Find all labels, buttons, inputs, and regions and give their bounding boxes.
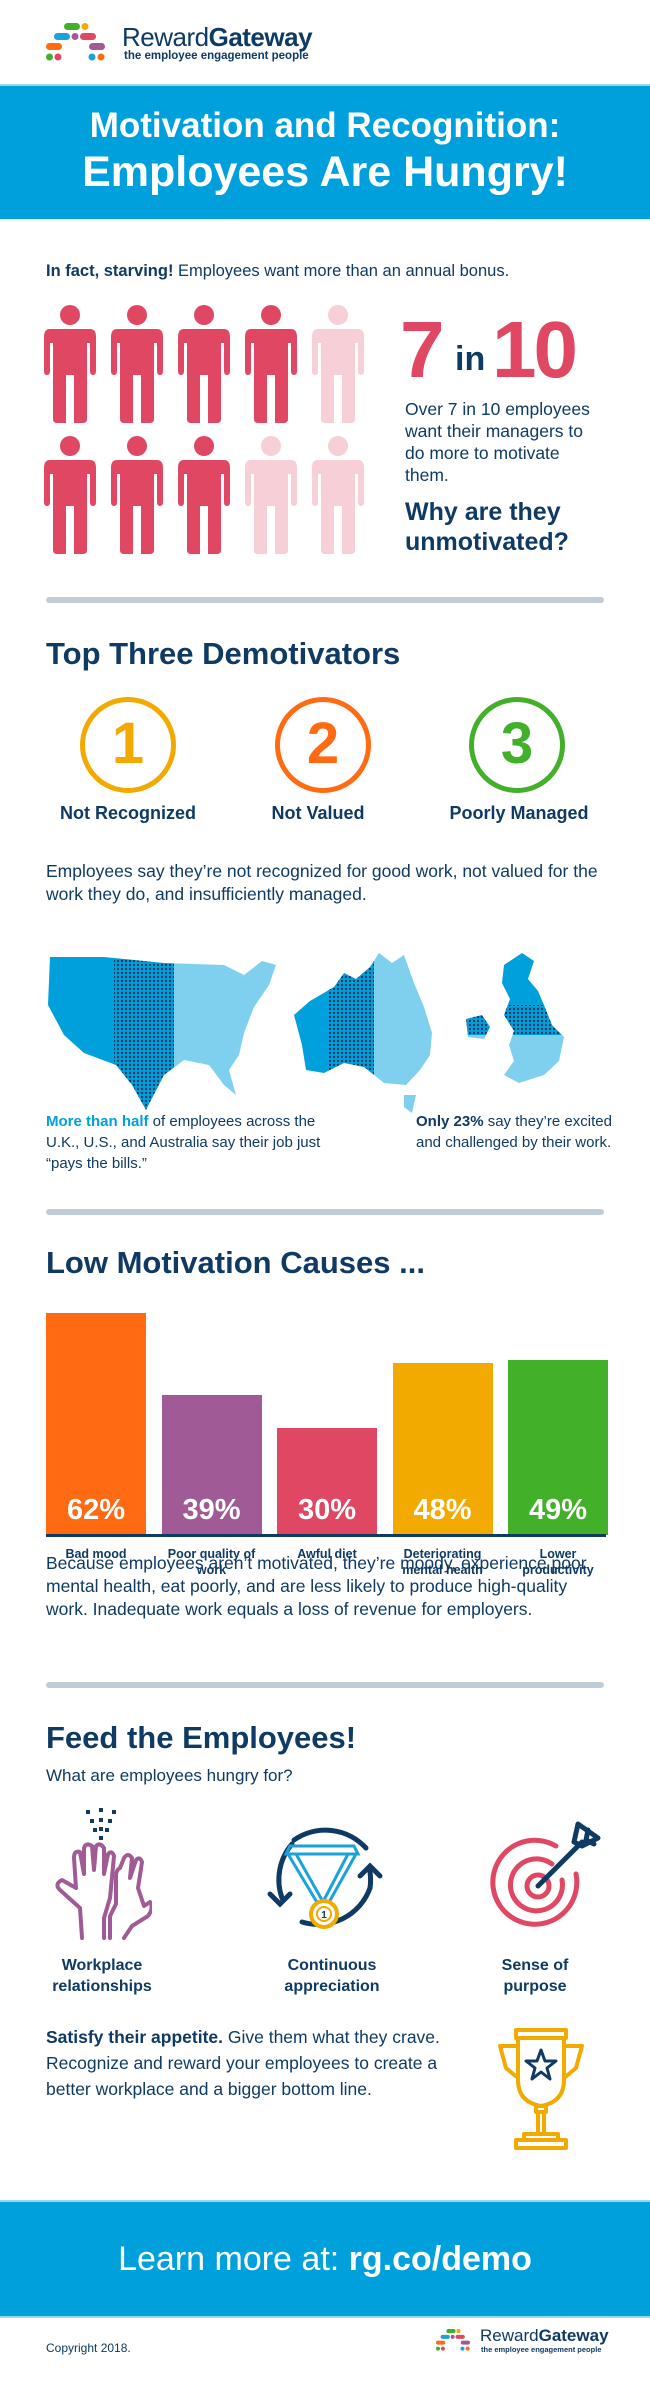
- feed-item-3-label: Sense of purpose: [501, 1957, 569, 1995]
- copyright: Copyright 2018.: [46, 2341, 131, 2355]
- footer-brand-name: RewardGateway: [480, 2326, 609, 2345]
- person-dim-icon: [312, 305, 364, 423]
- chart-baseline: [46, 1534, 606, 1537]
- demotivators-summary: Employees say they’re not recognized for…: [46, 861, 598, 904]
- trophy-star-icon: [498, 2028, 584, 2150]
- bar-category-label: Bad mood: [65, 1547, 127, 1561]
- bar-category-label: Deteriorating mental health: [402, 1547, 483, 1577]
- feed-subtitle: What are employees hungry for?: [46, 1766, 293, 1785]
- reward-gateway-logo-mark-icon: [46, 23, 105, 61]
- demotivator-2-label: Not Valued: [271, 803, 365, 823]
- causes-bar-chart: 62% 39% 30% 48% 49%: [46, 1310, 608, 1535]
- people-pictogram: [44, 305, 384, 555]
- section-divider: [46, 1682, 604, 1688]
- demotivator-3-label: Poorly Managed: [449, 803, 589, 823]
- bar-value-label: 62%: [66, 1494, 126, 1526]
- brand-tagline: the employee engagement people: [124, 50, 309, 62]
- cta-link[interactable]: rg.co/demo: [348, 2240, 532, 2278]
- causes-title: Low Motivation Causes ...: [46, 1245, 425, 1280]
- stat-description: Over 7 in 10 employees want their manage…: [405, 399, 590, 485]
- bar-5: 49%: [508, 1360, 608, 1535]
- target-arrow-icon: [490, 1821, 601, 1927]
- bar-3: 30%: [277, 1428, 377, 1535]
- bar-1: 62%: [46, 1313, 146, 1535]
- section-divider: [46, 1209, 604, 1215]
- causes-summary: Because employees aren’t motivated, they…: [46, 1553, 587, 1619]
- title-banner: Motivation and Recognition: Employees Ar…: [0, 84, 650, 219]
- person-highlighted-icon: [44, 436, 96, 554]
- demotivator-1-badge: 1: [80, 697, 176, 793]
- bar-2: 39%: [161, 1395, 262, 1535]
- bar-4: 48%: [392, 1363, 493, 1535]
- person-dim-icon: [245, 436, 297, 554]
- svg-text:1: 1: [321, 1910, 327, 1921]
- cta-text: Learn more at: rg.co/demo: [118, 2240, 532, 2278]
- reward-gateway-logo-mark-icon: [436, 2329, 470, 2351]
- person-highlighted-icon: [111, 436, 163, 554]
- stat-question: Why are they unmotivated?: [405, 498, 569, 556]
- person-highlighted-icon: [178, 305, 230, 423]
- person-dim-icon: [312, 436, 364, 554]
- intro-text: In fact, starving! Employees want more t…: [46, 262, 510, 280]
- person-highlighted-icon: [178, 436, 230, 554]
- person-highlighted-icon: [245, 305, 297, 423]
- demotivator-1-label: Not Recognized: [59, 803, 196, 823]
- high-five-icon: [55, 1808, 152, 1940]
- bar-category-label: Awful diet: [297, 1547, 357, 1561]
- bar-category-label: Lower productivity: [522, 1547, 594, 1577]
- countries-map-graphic: [48, 953, 564, 1113]
- feed-item-2-label: Continuous appreciation: [284, 1957, 380, 1995]
- bar-value-label: 30%: [297, 1494, 357, 1526]
- feed-title: Feed the Employees!: [46, 1720, 357, 1755]
- demotivators-title: Top Three Demotivators: [46, 636, 401, 671]
- medal-cycle-icon: 1: [267, 1827, 383, 1929]
- bar-category-label: Poor quality of work: [167, 1547, 256, 1577]
- map-note-left: More than half of employees across the U…: [46, 1113, 321, 1172]
- footer-brand-tagline: the employee engagement people: [481, 2345, 602, 2354]
- person-highlighted-icon: [111, 305, 163, 423]
- stat-in: in: [455, 340, 486, 378]
- stat-number-10: 10: [492, 305, 578, 394]
- brand-name: RewardGateway: [122, 22, 313, 52]
- demotivator-3-badge: 3: [469, 697, 565, 793]
- section-divider: [46, 597, 604, 603]
- bar-value-label: 39%: [182, 1494, 241, 1526]
- title-line-2: Employees Are Hungry!: [82, 148, 568, 196]
- demotivator-2-badge: 2: [275, 697, 371, 793]
- map-note-right: Only 23% say they’re excited and challen…: [416, 1113, 612, 1151]
- bar-value-label: 48%: [413, 1494, 472, 1526]
- title-line-1: Motivation and Recognition:: [89, 106, 561, 145]
- person-highlighted-icon: [44, 305, 96, 423]
- stat-number-7: 7: [400, 305, 445, 394]
- brand-logo[interactable]: RewardGateway the employee engagement pe…: [46, 22, 326, 64]
- footer-brand-logo[interactable]: RewardGateway the employee engagement pe…: [436, 2326, 616, 2358]
- feed-item-1-label: Workplace relationships: [52, 1957, 152, 1995]
- bar-value-label: 49%: [528, 1494, 588, 1526]
- satisfy-paragraph: Satisfy their appetite. Give them what t…: [46, 2027, 440, 2099]
- cta-banner[interactable]: Learn more at: rg.co/demo: [0, 2200, 650, 2318]
